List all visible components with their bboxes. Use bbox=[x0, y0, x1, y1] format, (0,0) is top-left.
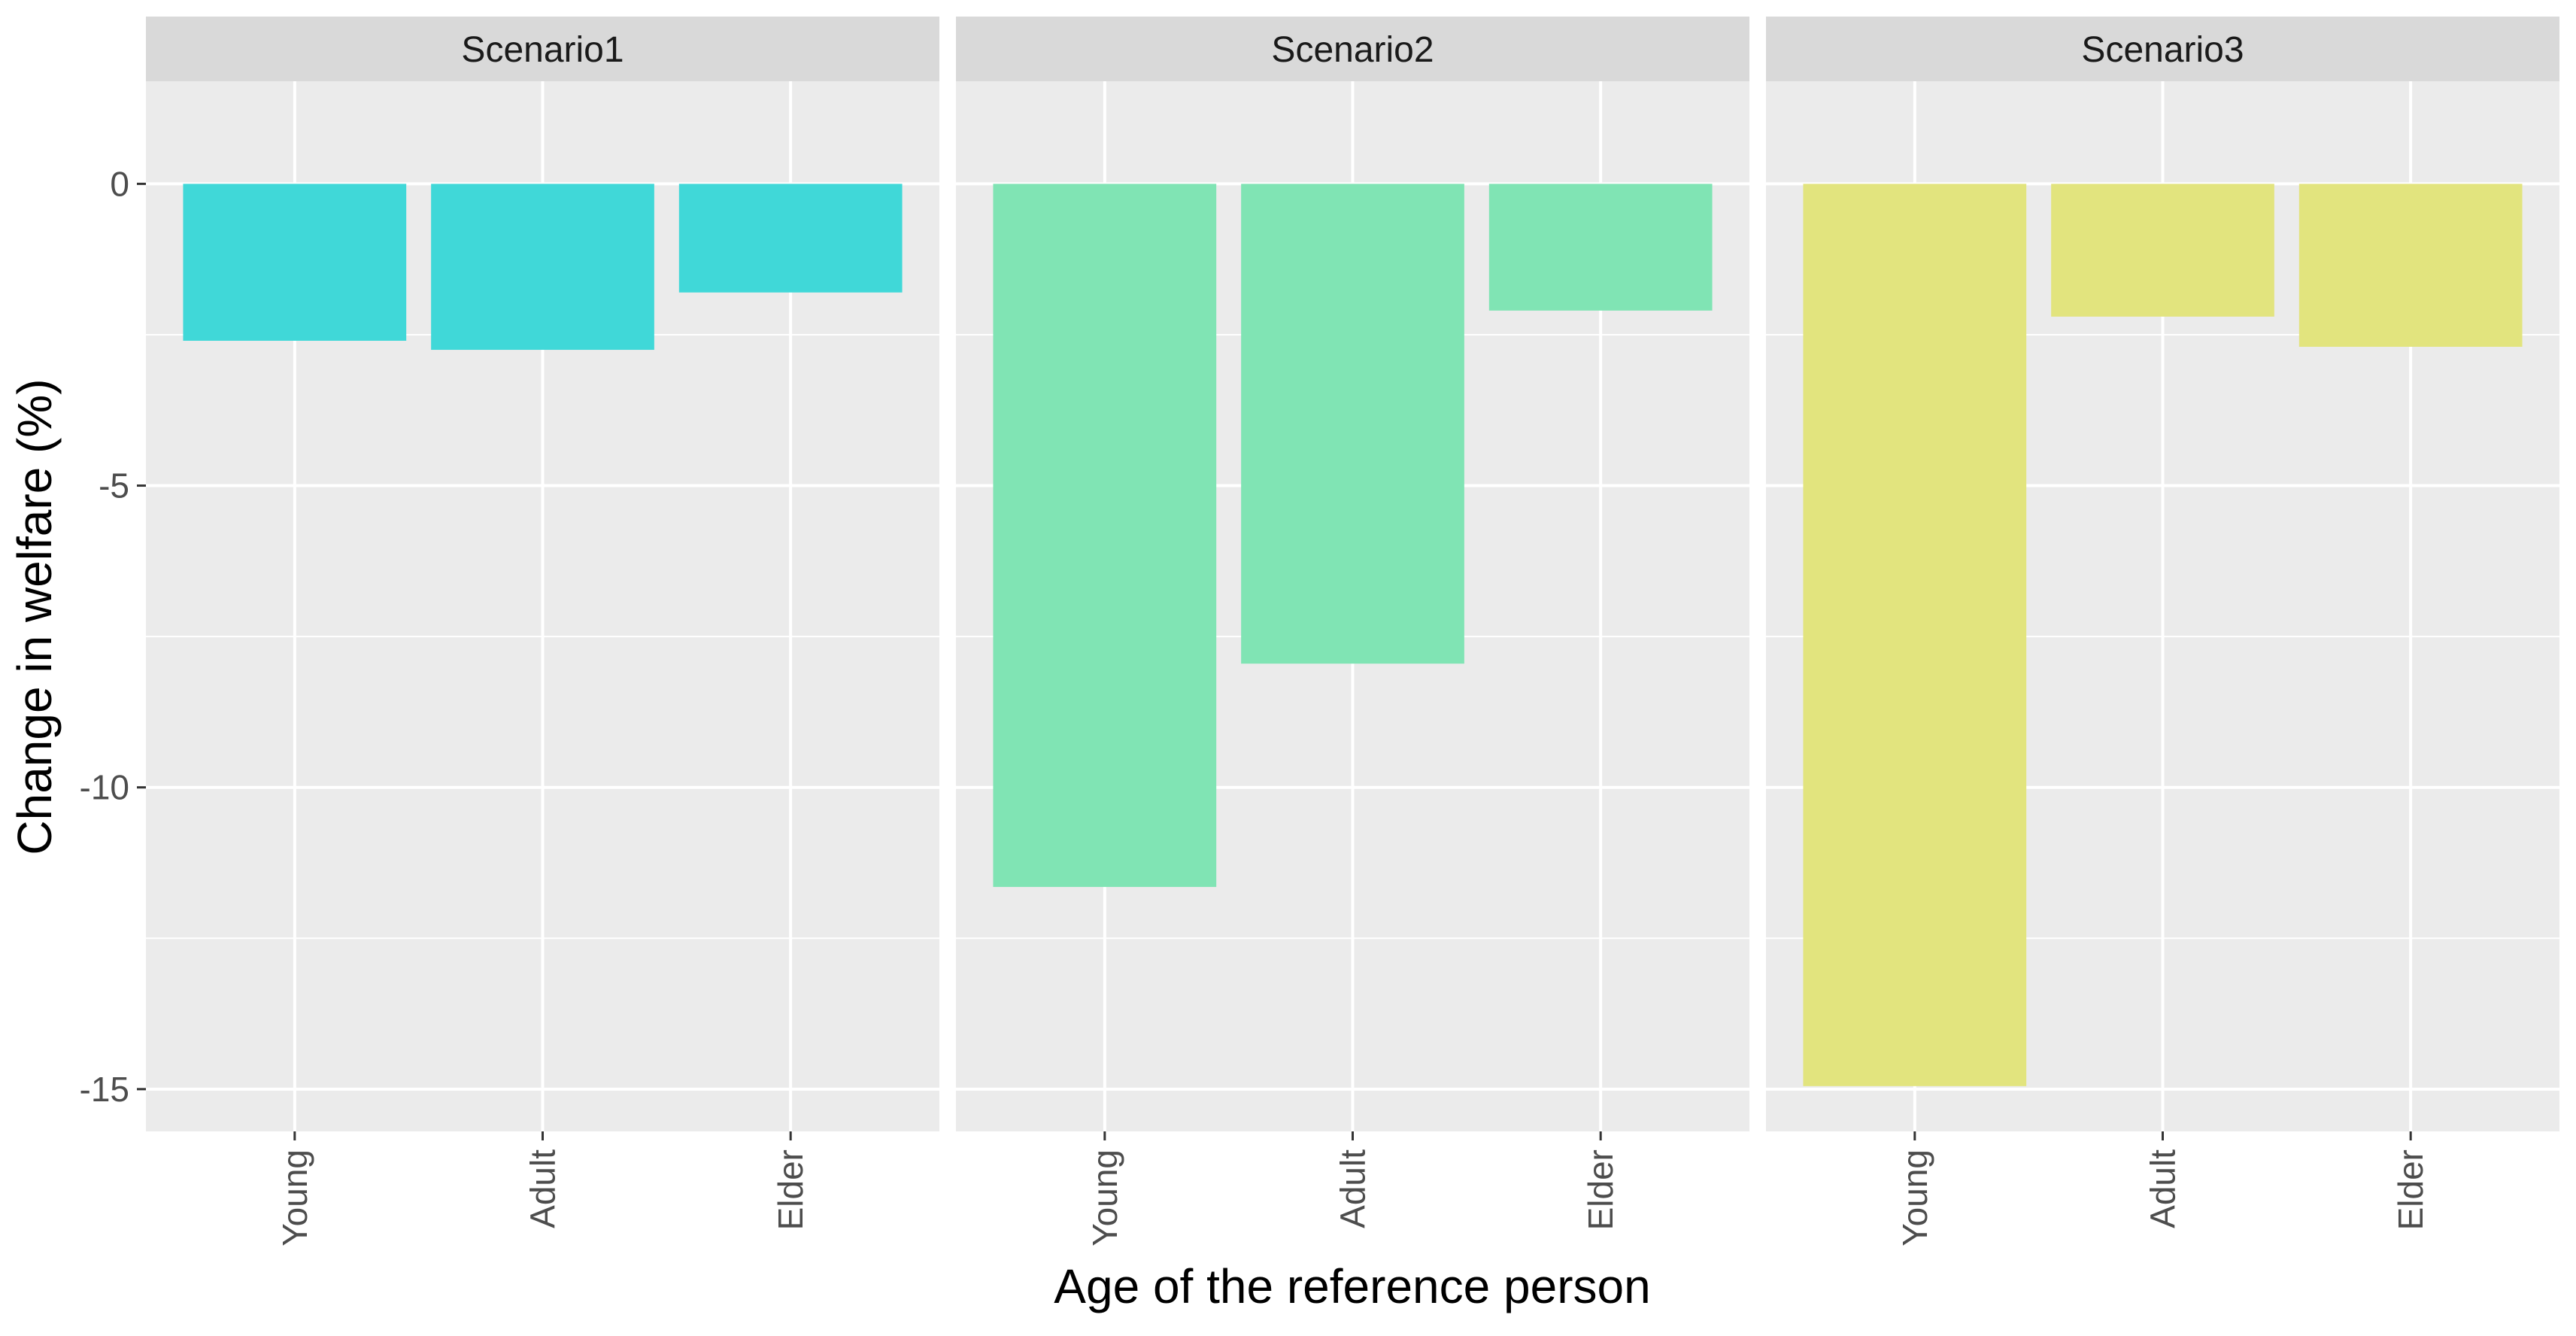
y-tick-label: -15 bbox=[80, 1070, 129, 1109]
x-tick-label: Young bbox=[275, 1149, 314, 1246]
bar-elder bbox=[678, 184, 903, 293]
bar-young bbox=[993, 184, 1217, 888]
facet-strip bbox=[1766, 17, 2559, 81]
y-axis-title: Change in welfare (%) bbox=[8, 378, 62, 855]
x-tick-label: Young bbox=[1085, 1149, 1124, 1246]
y-tick-label: 0 bbox=[110, 164, 129, 203]
y-axis: 0 -5 -10 -15 bbox=[80, 164, 146, 1109]
x-tick-label: Elder bbox=[771, 1149, 810, 1230]
x-tick-label: Elder bbox=[2391, 1149, 2430, 1230]
facet-strip bbox=[956, 17, 1749, 81]
facet-strip-label: Scenario1 bbox=[461, 30, 624, 70]
x-tick-label: Young bbox=[1895, 1149, 1934, 1246]
facet-strip-label: Scenario3 bbox=[2081, 30, 2244, 70]
x-axis-title: Age of the reference person bbox=[1054, 1259, 1650, 1313]
bar-adult bbox=[2051, 184, 2274, 317]
bar-adult bbox=[431, 184, 654, 351]
x-tick-label: Adult bbox=[1334, 1149, 1373, 1228]
x-tick-label: Adult bbox=[523, 1149, 563, 1228]
x-tick-label: Adult bbox=[2144, 1149, 2183, 1228]
y-tick-label: -10 bbox=[80, 768, 129, 807]
x-tick-label: Elder bbox=[1581, 1149, 1620, 1230]
bar-elder bbox=[2298, 184, 2523, 348]
panel-scenario1: Scenario1 Young Adult Elder bbox=[146, 17, 939, 1246]
bar-young bbox=[1803, 184, 2027, 1086]
bar-young bbox=[183, 184, 407, 341]
panels-layer: Scenario1 Young Adult Elder Scenario2 Young Ad… bbox=[146, 17, 2559, 1246]
panel-scenario3: Scenario3 Young Adult Elder bbox=[1766, 17, 2559, 1246]
y-tick-label: -5 bbox=[99, 466, 129, 506]
bar-elder bbox=[1488, 184, 1713, 311]
facet-strip-label: Scenario2 bbox=[1271, 30, 1434, 70]
bar-adult bbox=[1241, 184, 1464, 664]
panel-scenario2: Scenario2 Young Adult Elder bbox=[956, 17, 1749, 1246]
facet-strip bbox=[146, 17, 939, 81]
